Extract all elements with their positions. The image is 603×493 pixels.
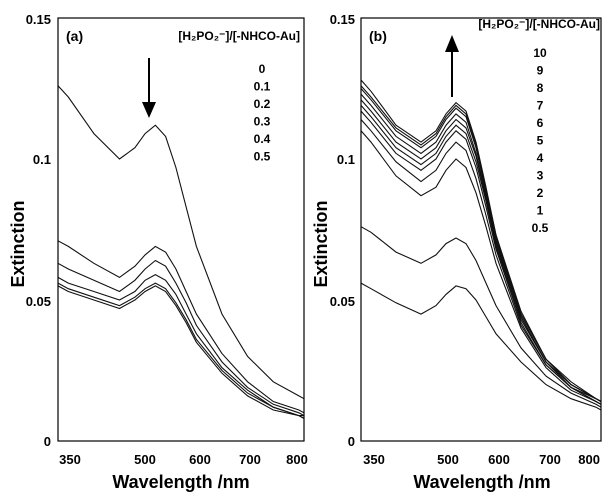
- panel-a-curve-0_3: [57, 273, 304, 417]
- panel-b-legend-entry: 1: [537, 204, 544, 218]
- panel-a-legend-entry: 0.1: [254, 80, 271, 94]
- panel-a-x-tick-800: 800: [286, 452, 308, 467]
- panel-a-x-tick-600: 600: [189, 452, 211, 467]
- panel-a-x-tick-350: 350: [59, 452, 81, 467]
- panel-b-legend-entry: 10: [533, 46, 547, 60]
- panel-a-x-tick-500: 500: [134, 452, 156, 467]
- panel-a-plot-frame: [57, 17, 305, 442]
- panel-a-curve-0_5: [57, 285, 305, 419]
- panel-a-x-axis-title: Wavelength /nm: [112, 472, 249, 492]
- panel-a-legend: 0 0.1 0.2 0.3 0.4 0.5: [254, 62, 271, 164]
- panel-b-y-axis-title: Extinction: [311, 200, 331, 287]
- panel-a-arrow-down-icon: [142, 58, 156, 118]
- panel-b: Extinction 0.15 0.1 0.05 0 350 500 600 7…: [311, 12, 602, 492]
- panel-b-curve-2: [360, 130, 602, 405]
- panel-b-plot-frame: [360, 17, 602, 442]
- panel-b-y-tick-0: 0: [348, 434, 355, 449]
- panel-a-curve-0_2: [57, 259, 305, 417]
- panel-b-x-tick-800: 800: [578, 452, 600, 467]
- panel-b-curve-10: [360, 79, 602, 402]
- panel-b-curve-6: [360, 99, 602, 402]
- panel-b-legend-entry: 8: [537, 81, 544, 95]
- panel-b-curve-7: [360, 93, 602, 402]
- panel-b-curve-0_5: [360, 282, 602, 411]
- panel-b-y-tick-0.05: 0.05: [330, 294, 355, 309]
- panel-b-legend-entry: 2: [537, 186, 544, 200]
- panel-b-x-tick-700: 700: [539, 452, 561, 467]
- panel-b-label: (b): [369, 28, 387, 44]
- panel-b-arrow-up-icon: [445, 35, 459, 97]
- panel-a-curve-0_4: [57, 282, 305, 419]
- panel-a-curve-0_1: [57, 240, 305, 414]
- panel-a-y-tick-0.05: 0.05: [26, 294, 51, 309]
- panel-b-legend-entry: 4: [537, 151, 544, 165]
- panel-a-curve-0: [57, 85, 305, 400]
- panel-b-curves: [360, 79, 602, 411]
- panel-a-legend-entry: 0.4: [254, 132, 271, 146]
- panel-b-legend-entry: 6: [537, 116, 544, 130]
- panel-a-legend-entry: 0: [259, 62, 266, 76]
- panel-a-curves: [57, 85, 305, 419]
- panel-a-label: (a): [66, 28, 83, 44]
- panel-a-y-tick-0.15: 0.15: [26, 12, 51, 27]
- panel-b-legend-entry: 3: [537, 169, 544, 183]
- panel-b-y-tick-0.1: 0.1: [337, 152, 355, 167]
- panel-a-legend-entry: 0.5: [254, 150, 271, 164]
- panel-b-curve-9: [360, 85, 602, 402]
- panel-b-x-tick-600: 600: [488, 452, 510, 467]
- panel-b-curve-1: [360, 226, 602, 408]
- panel-b-curve-4: [360, 110, 602, 405]
- panel-b-y-tick-0.15: 0.15: [330, 12, 355, 27]
- panel-b-legend-entry: 7: [537, 99, 544, 113]
- panel-a-legend-entry: 0.3: [254, 115, 271, 129]
- panel-a-y-axis-title: Extinction: [8, 200, 28, 287]
- panel-a-y-tick-0.1: 0.1: [33, 152, 51, 167]
- panel-a-legend-entry: 0.2: [254, 97, 271, 111]
- panel-b-legend-entry: 9: [537, 64, 544, 78]
- panel-b-x-tick-500: 500: [437, 452, 459, 467]
- panel-b-x-axis-title: Wavelength /nm: [413, 472, 550, 492]
- panel-a-x-tick-700: 700: [239, 452, 261, 467]
- panel-b-curve-5: [360, 105, 602, 402]
- panel-a-legend-title: [H₂PO₂⁻]/[-NHCO-Au]: [178, 29, 300, 43]
- panel-a: Extinction 0.15 0.1 0.05 0 350 500 600 7…: [8, 12, 308, 492]
- panel-b-curve-8: [360, 88, 602, 402]
- panel-b-legend-title: [H₂PO₂⁻]/[-NHCO-Au]: [478, 17, 600, 31]
- panel-b-x-tick-350: 350: [363, 452, 385, 467]
- panel-a-y-tick-0: 0: [44, 434, 51, 449]
- panel-b-legend-entry: 5: [537, 134, 544, 148]
- panel-b-legend-entry: 0.5: [532, 221, 549, 235]
- panel-b-legend: 10 9 8 7 6 5 4 3 2 1 0.5: [532, 46, 549, 235]
